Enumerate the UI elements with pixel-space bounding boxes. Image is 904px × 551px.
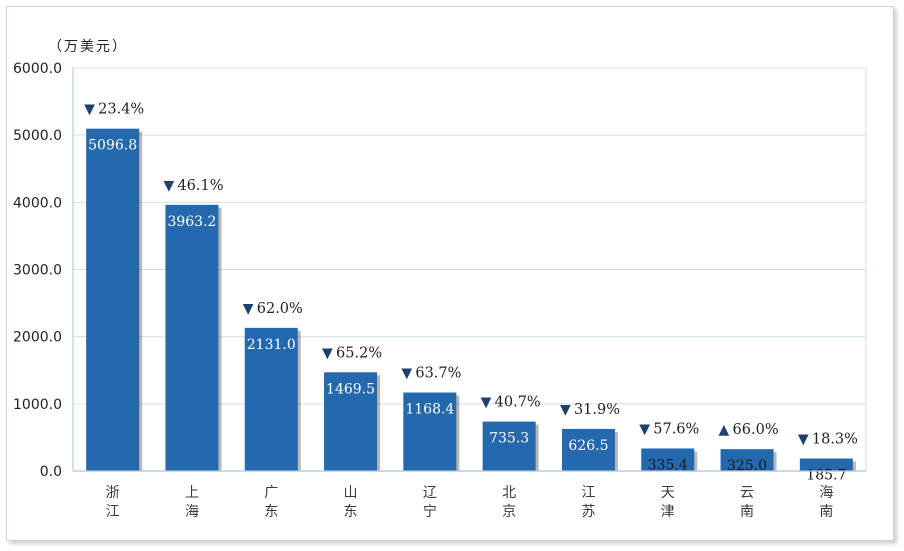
unit-label: （万美元）: [48, 39, 128, 55]
bar: [403, 392, 457, 471]
change-percent: 18.3%: [812, 432, 858, 448]
value-label: 5096.8: [88, 138, 137, 154]
down-arrow-icon: ▼: [798, 432, 809, 448]
value-label: 2131.0: [247, 337, 296, 353]
y-tick-label: 2000.0: [13, 330, 62, 346]
value-label: 626.5: [568, 438, 608, 454]
change-percent: 62.0%: [257, 301, 303, 317]
down-arrow-icon: ▼: [84, 102, 95, 118]
x-tick-label: 浙江: [106, 485, 120, 520]
y-tick-label: 5000.0: [13, 128, 62, 144]
x-tick-label: 上海: [185, 485, 199, 520]
change-percent: 31.9%: [574, 402, 620, 418]
x-tick-label: 云南: [740, 485, 754, 520]
change-percent: 63.7%: [415, 366, 461, 382]
y-tick-label: 1000.0: [13, 397, 62, 413]
down-arrow-icon: ▼: [322, 345, 333, 361]
bar: [86, 128, 140, 472]
y-tick-label: 6000.0: [13, 61, 62, 77]
value-label: 325.0: [727, 458, 767, 474]
change-label: ▼ 63.7%: [401, 366, 461, 382]
y-axis: 0.0 1000.0 2000.0 3000.0 4000.0 5000.0 6000.0: [13, 61, 74, 480]
change-label: ▼ 62.0%: [243, 301, 303, 317]
down-arrow-icon: ▼: [639, 421, 650, 437]
down-arrow-icon: ▼: [560, 402, 571, 418]
value-label: 1168.4: [405, 402, 454, 418]
change-percent: 66.0%: [733, 422, 779, 438]
change-label: ▲ 66.0%: [719, 422, 779, 438]
bar: [165, 204, 219, 472]
bar: [482, 421, 536, 471]
change-percent: 23.4%: [98, 102, 144, 118]
change-label: ▼ 46.1%: [163, 178, 223, 194]
change-label: ▼ 31.9%: [560, 402, 620, 418]
change-percent: 46.1%: [177, 178, 223, 194]
value-label: 335.4: [648, 457, 688, 473]
x-tick-label: 山东: [344, 485, 358, 520]
bar: [561, 428, 615, 471]
data-labels: 5096.8▼ 23.4%3963.2▼ 46.1%2131.0▼ 62.0%1469…: [84, 102, 858, 484]
change-label: ▼ 18.3%: [798, 432, 858, 448]
down-arrow-icon: ▼: [163, 178, 174, 194]
y-tick-label: 4000.0: [13, 195, 62, 211]
x-tick-label: 天津: [661, 485, 675, 520]
x-tick-label: 辽宁: [423, 485, 437, 520]
change-label: ▼ 57.6%: [639, 421, 699, 437]
down-arrow-icon: ▼: [401, 366, 412, 382]
down-arrow-icon: ▼: [481, 395, 492, 411]
change-percent: 57.6%: [653, 421, 699, 437]
change-label: ▼ 65.2%: [322, 345, 382, 361]
change-percent: 65.2%: [336, 345, 382, 361]
value-label: 3963.2: [167, 214, 216, 230]
bar: [244, 327, 298, 471]
x-tick-label: 北京: [502, 485, 516, 520]
value-label: 735.3: [489, 431, 529, 447]
x-tick-label: 广东: [264, 485, 278, 520]
change-label: ▼ 23.4%: [84, 102, 144, 118]
x-tick-label: 江苏: [581, 485, 595, 520]
change-label: ▼ 40.7%: [481, 395, 541, 411]
x-tick-label: 海南: [819, 485, 833, 520]
value-label: 185.7: [806, 468, 846, 484]
bar: [324, 372, 378, 471]
bar: [641, 448, 695, 471]
bar: [720, 449, 774, 471]
x-axis: 浙江 上海 广东 山东 辽宁 北京 江苏 天津 云南 海南: [73, 470, 866, 520]
down-arrow-icon: ▼: [243, 301, 254, 317]
value-label: 1469.5: [326, 381, 375, 397]
bar: [799, 458, 853, 471]
y-tick-label: 3000.0: [13, 263, 62, 279]
bars: [86, 128, 856, 472]
change-percent: 40.7%: [495, 395, 541, 411]
up-arrow-icon: ▲: [719, 422, 730, 438]
y-tick-label: 0.0: [40, 464, 62, 480]
